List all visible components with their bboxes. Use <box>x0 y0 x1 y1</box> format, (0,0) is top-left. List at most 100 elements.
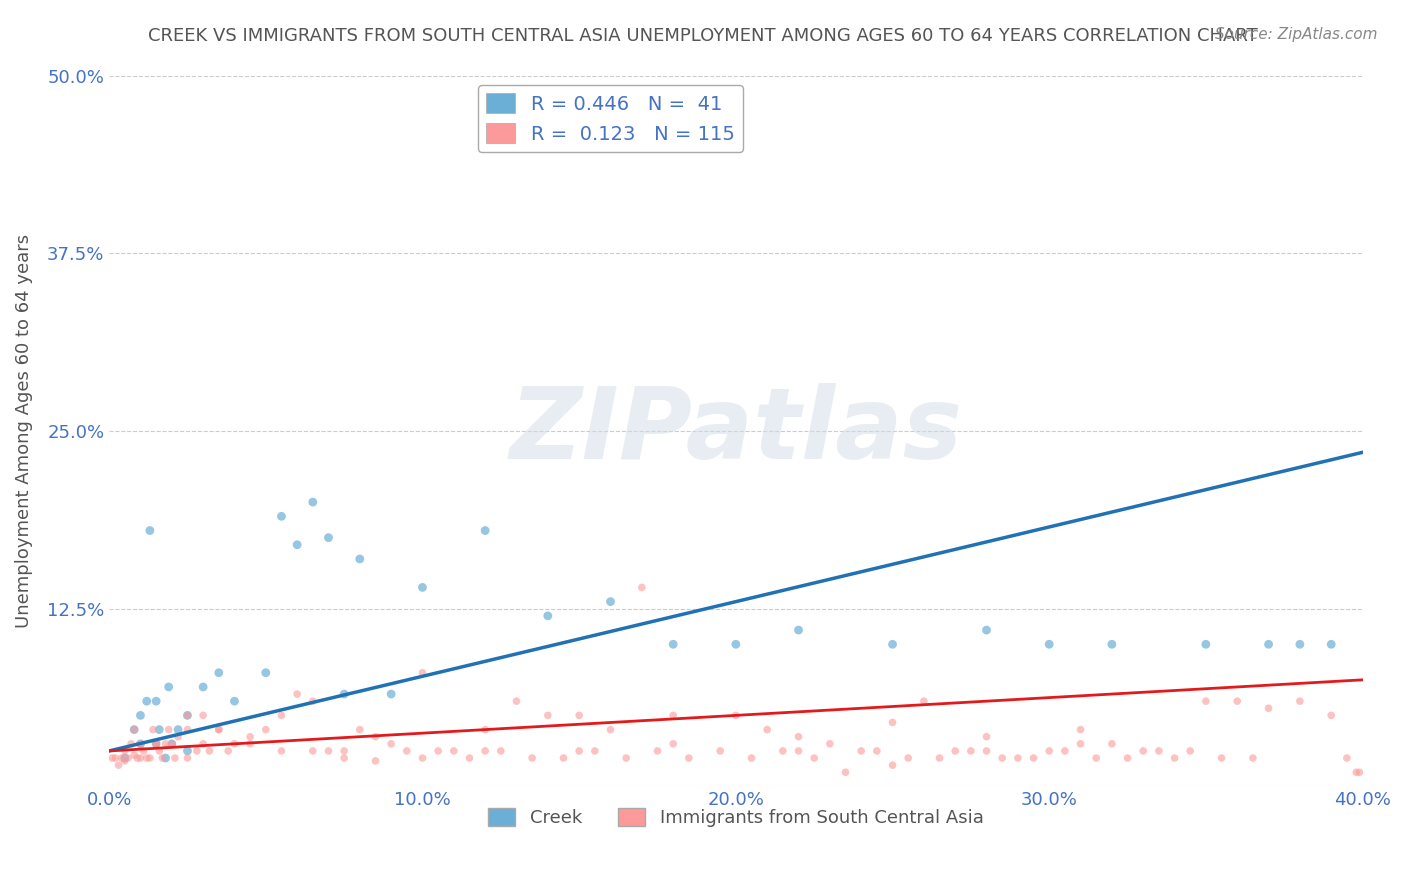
Point <box>411 751 433 765</box>
Point <box>239 730 262 744</box>
Point <box>866 744 889 758</box>
Point <box>122 723 145 737</box>
Point <box>1070 737 1092 751</box>
Point <box>1348 765 1371 780</box>
Point <box>114 754 136 768</box>
Point <box>191 708 214 723</box>
Point <box>1195 637 1218 651</box>
Point <box>101 751 124 765</box>
Point <box>318 531 340 545</box>
Point <box>135 694 157 708</box>
Point <box>568 708 591 723</box>
Point <box>129 737 152 751</box>
Point <box>772 744 794 758</box>
Point <box>897 751 920 765</box>
Point <box>537 708 560 723</box>
Point <box>647 744 669 758</box>
Point <box>117 751 139 765</box>
Point <box>724 708 747 723</box>
Point <box>191 737 214 751</box>
Text: Source: ZipAtlas.com: Source: ZipAtlas.com <box>1215 27 1378 42</box>
Point <box>364 754 387 768</box>
Point <box>198 744 221 758</box>
Point <box>458 751 481 765</box>
Point <box>803 751 825 765</box>
Point <box>301 495 323 509</box>
Point <box>333 687 356 701</box>
Point <box>427 744 450 758</box>
Point <box>724 637 747 651</box>
Point <box>129 751 152 765</box>
Point <box>145 737 167 751</box>
Point <box>1022 751 1045 765</box>
Point <box>129 737 152 751</box>
Point <box>709 744 731 758</box>
Point <box>114 751 136 765</box>
Point <box>157 723 180 737</box>
Point <box>1241 751 1264 765</box>
Point <box>443 744 465 758</box>
Point <box>254 723 277 737</box>
Point <box>155 751 177 765</box>
Point <box>505 694 527 708</box>
Point <box>318 744 340 758</box>
Point <box>1320 637 1343 651</box>
Point <box>1257 701 1279 715</box>
Point <box>129 708 152 723</box>
Point <box>191 680 214 694</box>
Point <box>928 751 950 765</box>
Point <box>139 524 162 538</box>
Point <box>139 751 162 765</box>
Point <box>160 737 183 751</box>
Point <box>163 751 186 765</box>
Point <box>662 708 685 723</box>
Point <box>285 538 308 552</box>
Point <box>224 737 246 751</box>
Point <box>176 723 198 737</box>
Point <box>1226 694 1249 708</box>
Point <box>132 744 155 758</box>
Point <box>176 751 198 765</box>
Point <box>285 687 308 701</box>
Point <box>662 737 685 751</box>
Point <box>122 723 145 737</box>
Point <box>818 737 841 751</box>
Point <box>1346 765 1368 780</box>
Point <box>333 744 356 758</box>
Point <box>142 723 165 737</box>
Point <box>364 730 387 744</box>
Point <box>208 665 231 680</box>
Point <box>882 637 904 651</box>
Point <box>270 744 292 758</box>
Point <box>107 758 129 772</box>
Point <box>882 715 904 730</box>
Point <box>1257 637 1279 651</box>
Point <box>301 744 323 758</box>
Point <box>239 737 262 751</box>
Point <box>145 694 167 708</box>
Point <box>127 751 149 765</box>
Point <box>270 708 292 723</box>
Point <box>599 594 621 608</box>
Point <box>1163 751 1185 765</box>
Point <box>148 744 170 758</box>
Point <box>167 730 190 744</box>
Point <box>1116 751 1139 765</box>
Point <box>787 730 810 744</box>
Point <box>1101 737 1123 751</box>
Point <box>349 723 371 737</box>
Point <box>217 744 239 758</box>
Point <box>160 737 183 751</box>
Point <box>976 744 998 758</box>
Point <box>1211 751 1233 765</box>
Point <box>583 744 606 758</box>
Point <box>1289 694 1312 708</box>
Legend: Creek, Immigrants from South Central Asia: Creek, Immigrants from South Central Asi… <box>481 800 991 834</box>
Point <box>155 737 177 751</box>
Point <box>145 737 167 751</box>
Point <box>1289 637 1312 651</box>
Point <box>976 623 998 637</box>
Point <box>380 737 402 751</box>
Point <box>152 751 174 765</box>
Point <box>208 723 231 737</box>
